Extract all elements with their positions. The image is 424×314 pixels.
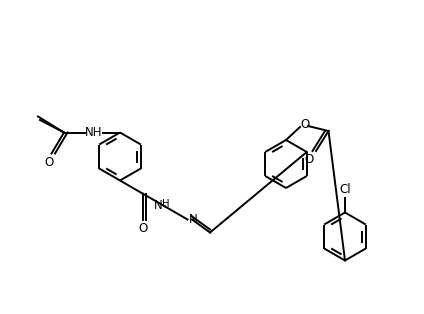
Text: O: O xyxy=(300,118,310,132)
Text: O: O xyxy=(138,221,147,235)
Text: N: N xyxy=(189,213,197,226)
Text: H: H xyxy=(162,199,170,209)
Text: NH: NH xyxy=(85,126,103,139)
Text: O: O xyxy=(45,155,53,169)
Text: Cl: Cl xyxy=(339,183,351,197)
Text: O: O xyxy=(304,153,314,165)
Text: N: N xyxy=(154,199,163,212)
